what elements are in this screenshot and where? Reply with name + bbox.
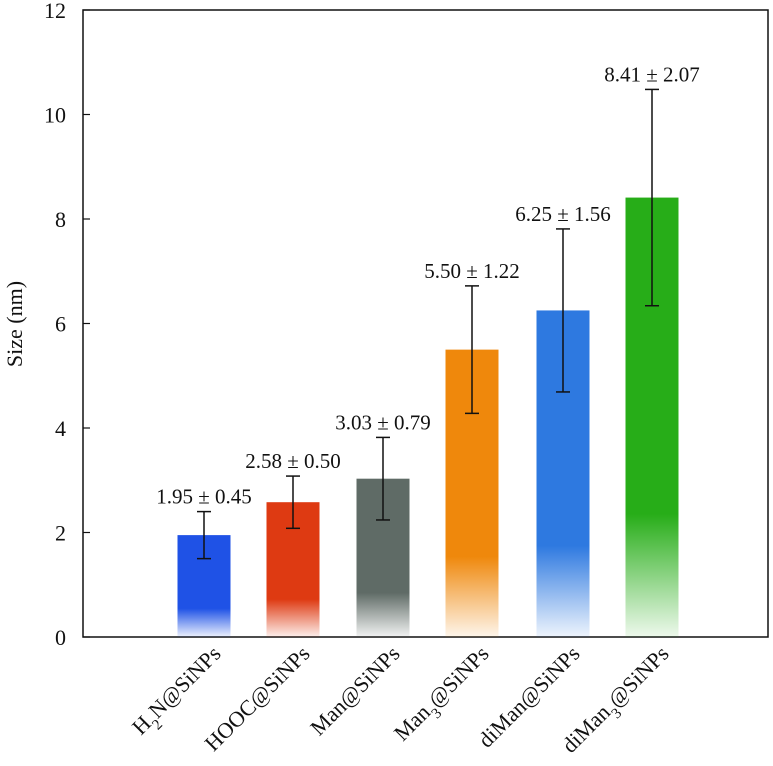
y-tick-label: 0 — [55, 625, 66, 650]
data-label: 6.25 ± 1.56 — [515, 202, 611, 226]
data-label: 1.95 ± 0.45 — [156, 485, 252, 509]
category-label: Man@SiNPs — [305, 641, 404, 740]
data-label: 5.50 ± 1.22 — [424, 259, 520, 283]
error-bars-group — [197, 88, 659, 560]
y-tick-label: 4 — [55, 416, 66, 441]
data-labels-group: 1.95 ± 0.45 2.58 ± 0.50 3.03 ± 0.79 5.50 ± … — [156, 62, 700, 508]
y-tick-label: 2 — [55, 521, 66, 546]
y-tick-label: 10 — [44, 103, 66, 128]
data-label: 3.03 ± 0.79 — [335, 410, 431, 434]
y-tick-label: 12 — [44, 0, 66, 23]
y-axis-ticks: 0 2 4 6 8 10 12 — [44, 0, 90, 650]
y-tick-label: 8 — [55, 207, 66, 232]
y-axis-title: Size (nm) — [2, 281, 27, 367]
data-label: 8.41 ± 2.07 — [604, 62, 700, 86]
data-label: 2.58 ± 0.50 — [245, 449, 341, 473]
category-labels-group: H2N@SiNPsHOOC@SiNPsMan@SiNPsMan3@SiNPsdi… — [127, 641, 674, 758]
y-tick-label: 6 — [55, 312, 66, 337]
